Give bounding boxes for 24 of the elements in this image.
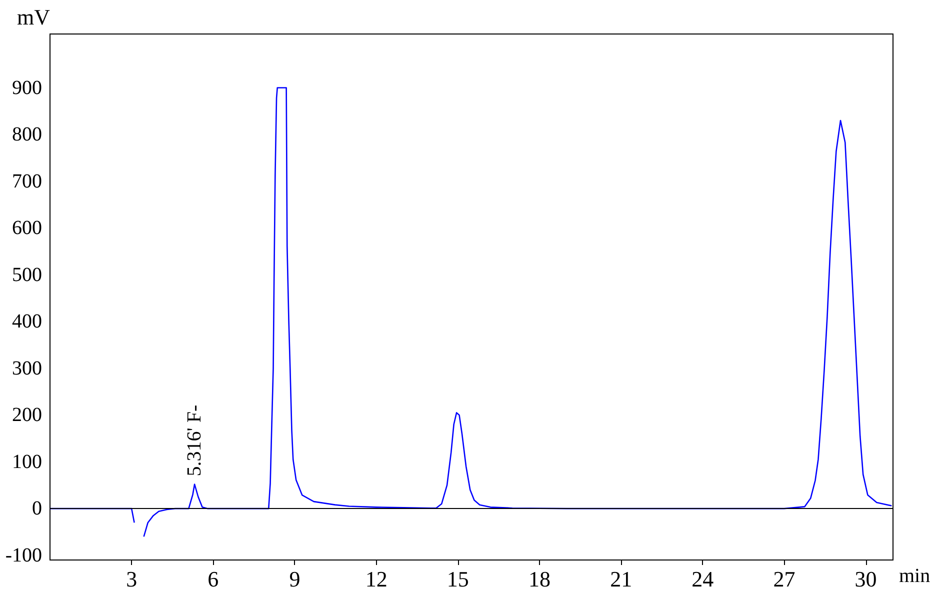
x-tick-label: 12 — [365, 566, 388, 592]
x-tick-label: 30 — [854, 566, 877, 592]
y-tick-label: 200 — [12, 404, 42, 426]
y-tick-label: 700 — [12, 170, 42, 192]
x-tick-label: 6 — [208, 566, 219, 592]
y-tick-label: 500 — [12, 264, 42, 286]
y-tick-label: 300 — [12, 357, 42, 380]
y-tick-label: 900 — [12, 76, 42, 99]
x-tick-label: 15 — [446, 566, 469, 592]
y-tick-label: 600 — [12, 217, 42, 240]
y-tick-label: -100 — [5, 544, 42, 566]
x-tick-label: 24 — [692, 566, 714, 592]
x-axis-title: min — [899, 565, 930, 587]
y-tick-label: 100 — [12, 450, 42, 473]
annotation: 5.316' F- — [184, 404, 206, 476]
x-tick-label: 27 — [773, 566, 796, 592]
y-tick-label: 400 — [12, 310, 42, 333]
x-tick-label: 3 — [126, 566, 138, 592]
y-tick-label: 0 — [32, 498, 42, 520]
x-tick-label: 18 — [528, 566, 550, 592]
y-tick-label: 800 — [12, 124, 42, 146]
x-tick-label: 9 — [289, 566, 300, 592]
x-tick-label: 21 — [610, 566, 632, 592]
y-axis-title: mV — [17, 4, 50, 30]
